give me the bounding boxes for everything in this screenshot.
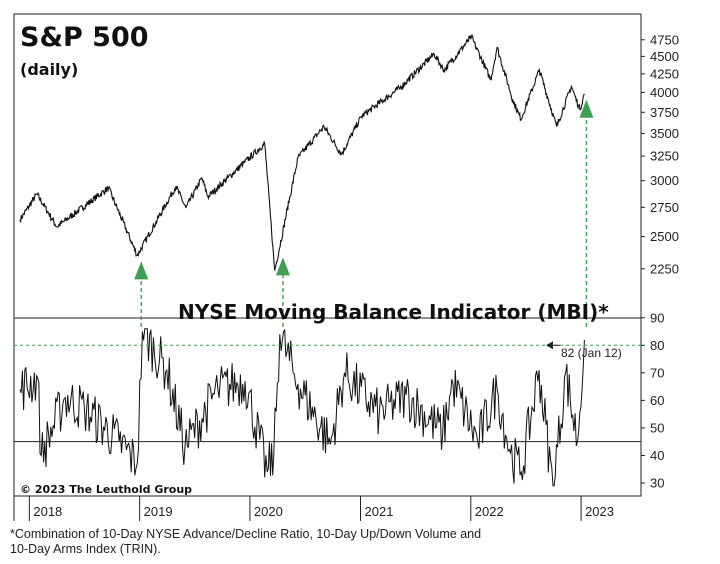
x-axis: 2018 2019 2020 2021 2022 2023 [13,496,614,521]
mbi-tick-label: 70 [650,365,664,380]
chart-subtitle: (daily) [20,60,78,79]
mbi-annotation: 82 (Jan 12) [561,346,622,360]
spx-tick-label: 3250 [650,149,679,164]
spx-tick-label: 2250 [650,261,679,276]
mbi-y-axis: 30 40 50 60 70 80 90 [641,310,664,490]
signal-arrow [579,99,594,118]
mbi-line [19,328,585,487]
footnote: *Combination of 10-Day NYSE Advance/Decl… [10,527,700,557]
mbi-tick-label: 30 [650,475,664,490]
chart-figure: 2250 2500 2750 3000 3250 3500 3750 4000 4250 4500… [13,13,679,521]
mbi-panel-title: NYSE Moving Balance Indicator (MBI)* [178,300,609,324]
mbi-tick-label: 50 [650,420,664,435]
annotation-pointer [546,341,553,350]
spx-tick-label: 4750 [650,32,679,47]
spx-tick-label: 4000 [650,85,679,100]
footnote-line-1: *Combination of 10-Day NYSE Advance/Decl… [10,527,482,541]
year-label: 2019 [144,504,173,519]
mbi-tick-label: 60 [650,393,664,408]
spx-tick-label: 2750 [650,200,679,215]
copyright-text: © 2023 The Leuthold Group [20,483,192,496]
spx-tick-label: 4250 [650,66,679,81]
spx-y-axis: 2250 2500 2750 3000 3250 3500 3750 4000 4250 4500… [641,32,679,276]
mbi-series [14,328,641,487]
footnote-line-2: 10-Day Arms Index (TRIN). [10,542,161,556]
mbi-tick-label: 80 [650,338,664,353]
year-label: 2022 [475,504,504,519]
spx-tick-label: 3000 [650,173,679,188]
mbi-tick-label: 40 [650,448,664,463]
year-label: 2020 [254,504,283,519]
spx-tick-label: 3750 [650,105,679,120]
spx-tick-label: 3500 [650,126,679,141]
year-label: 2021 [365,504,394,519]
signal-arrow [134,261,149,280]
spx-tick-label: 4500 [650,49,679,64]
signal-arrow [275,257,290,276]
mbi-tick-label: 90 [650,310,664,325]
plot-frame [13,13,642,497]
year-label: 2023 [585,504,614,519]
spx-line [19,33,585,271]
spx-series [19,33,585,271]
year-label: 2018 [33,504,62,519]
chart-title: S&P 500 [20,22,149,53]
spx-tick-label: 2500 [650,229,679,244]
signal-markers [134,99,594,350]
